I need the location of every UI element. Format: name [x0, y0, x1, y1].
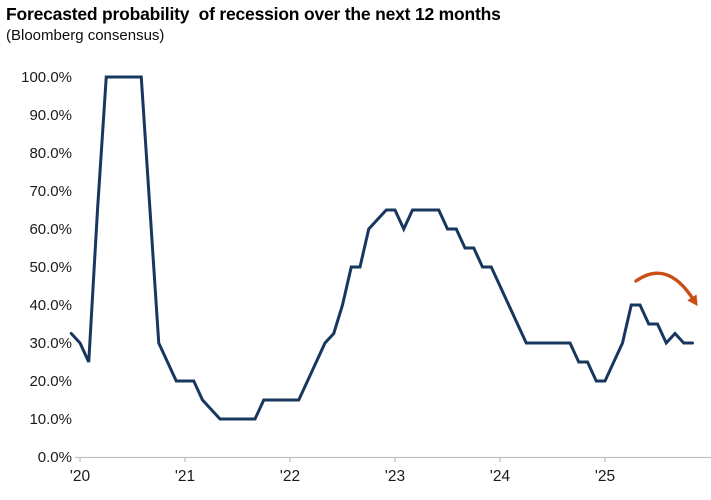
x-axis-tick-label: '20 [70, 468, 91, 485]
y-axis-tick-label: 80.0% [29, 145, 72, 162]
chart-subtitle: (Bloomberg consensus) [6, 27, 165, 44]
y-axis-tick-label: 20.0% [29, 373, 72, 390]
x-axis-tick-label: '23 [385, 468, 405, 485]
y-axis-tick-label: 30.0% [29, 335, 72, 352]
x-axis-tick-label: '22 [280, 468, 300, 485]
chart-title: Forecasted probability of recession over… [6, 4, 501, 24]
recession-probability-line [69, 75, 694, 421]
x-axis-tick-label: '21 [175, 468, 195, 485]
x-axis-tick-label: '25 [595, 468, 615, 485]
y-axis-tick-label: 50.0% [29, 259, 72, 276]
y-axis-tick-label: 70.0% [29, 183, 72, 200]
y-axis-tick-label: 10.0% [29, 411, 72, 428]
y-axis-tick-label: 60.0% [29, 221, 72, 238]
y-axis-tick-label: 90.0% [29, 107, 72, 124]
x-axis-tick-label: '24 [490, 468, 511, 485]
y-axis-tick-label: 100.0% [21, 69, 72, 86]
y-axis-tick-label: 40.0% [29, 297, 72, 314]
y-axis-tick-label: 0.0% [38, 449, 72, 466]
trend-arrow-annotation [634, 271, 698, 307]
